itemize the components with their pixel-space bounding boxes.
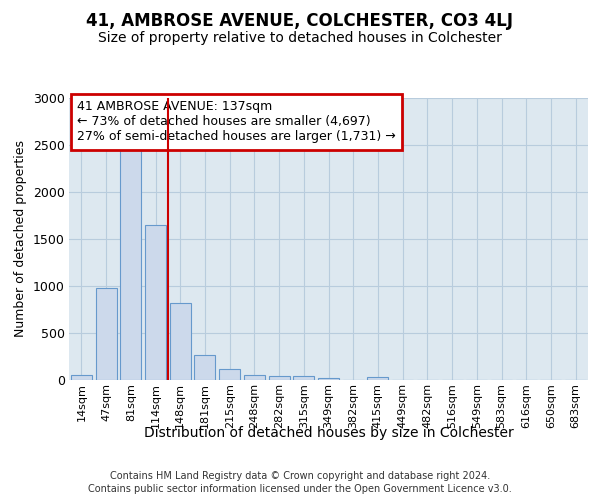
Text: Contains HM Land Registry data © Crown copyright and database right 2024.: Contains HM Land Registry data © Crown c… (110, 471, 490, 481)
Bar (120, 148, 141, 380)
Text: Distribution of detached houses by size in Colchester: Distribution of detached houses by size … (144, 426, 514, 440)
Y-axis label: Number of detached properties: Number of detached properties (14, 140, 28, 337)
Bar (293, 376, 314, 380)
Bar (318, 378, 339, 380)
Text: 41 AMBROSE AVENUE: 137sqm
← 73% of detached houses are smaller (4,697)
27% of se: 41 AMBROSE AVENUE: 137sqm ← 73% of detac… (77, 100, 395, 144)
Bar (269, 376, 290, 380)
Bar (170, 303, 191, 380)
Bar (95, 288, 116, 380)
Bar (244, 375, 265, 380)
Text: Size of property relative to detached houses in Colchester: Size of property relative to detached ho… (98, 31, 502, 45)
Text: 41, AMBROSE AVENUE, COLCHESTER, CO3 4LJ: 41, AMBROSE AVENUE, COLCHESTER, CO3 4LJ (86, 12, 514, 30)
Bar (71, 375, 92, 380)
Bar (367, 377, 388, 380)
Bar (145, 224, 166, 380)
Bar (219, 369, 240, 380)
Bar (194, 354, 215, 380)
Text: Contains public sector information licensed under the Open Government Licence v3: Contains public sector information licen… (88, 484, 512, 494)
